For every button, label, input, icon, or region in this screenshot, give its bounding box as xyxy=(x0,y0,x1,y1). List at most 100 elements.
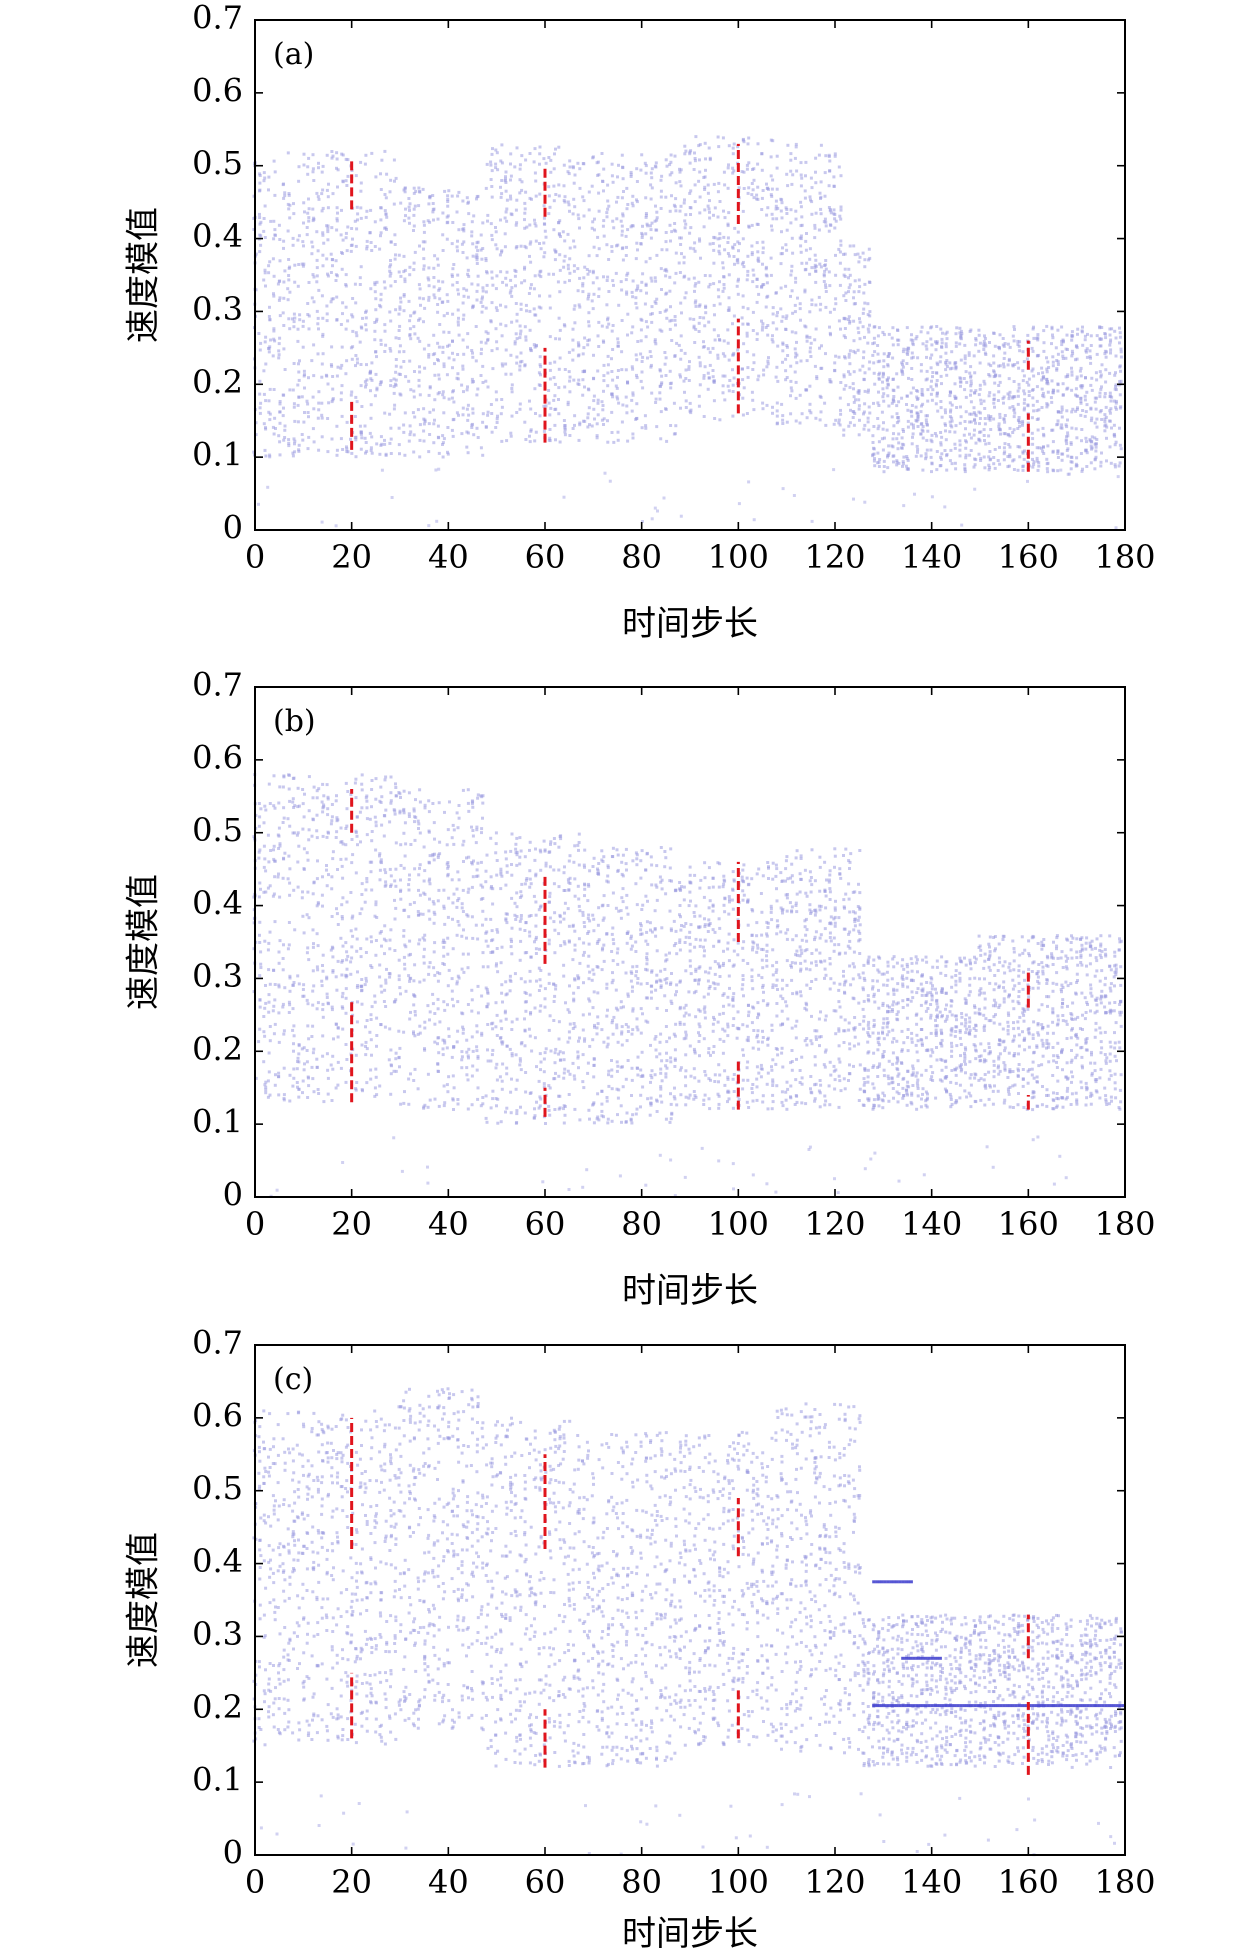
scatter-point-a-3381 xyxy=(992,397,996,401)
scatter-point-a-3805 xyxy=(1084,448,1088,452)
scatter-point-a-3612 xyxy=(1045,356,1048,360)
scatter-point-a-3108 xyxy=(935,384,938,388)
scatter-point-a-1089 xyxy=(489,319,493,323)
scatter-point-a-3365 xyxy=(987,455,991,459)
scatter-point-a-1175 xyxy=(509,212,513,216)
scatter-point-a-1984 xyxy=(688,161,692,165)
scatter-point-a-2361 xyxy=(769,155,773,159)
scatter-point-a-602 xyxy=(384,196,388,200)
scatter-point-b-539 xyxy=(369,1068,373,1072)
scatter-point-a-2571 xyxy=(814,211,818,215)
scatter-point-b-117 xyxy=(277,950,281,954)
scatter-point-a-3904 xyxy=(1110,426,1113,430)
scatter-point-a-1723 xyxy=(630,365,634,369)
scatter-point-a-366 xyxy=(331,397,335,401)
scatter-point-a-3775 xyxy=(1079,397,1083,400)
scatter-point-a-3146 xyxy=(943,422,947,426)
scatter-point-a-1183 xyxy=(509,152,513,156)
scatter-point-a-227 xyxy=(302,262,306,266)
scatter-point-a-2538 xyxy=(810,266,814,270)
scatter-point-a-1471 xyxy=(571,165,575,169)
scatter-point-a-2107 xyxy=(712,235,716,239)
scatter-point-a-322 xyxy=(320,209,324,213)
scatter-point-a-2272 xyxy=(751,368,755,371)
scatter-point-a-2817 xyxy=(873,464,877,468)
scatter-point-a-828 xyxy=(431,202,435,205)
scatter-point-a-2442 xyxy=(789,412,793,416)
scatter-point-a-1339 xyxy=(542,429,546,433)
scatter-point-a-2616 xyxy=(822,220,826,224)
scatter-point-a-2053 xyxy=(704,311,708,315)
scatter-point-a-635 xyxy=(389,240,393,244)
scatter-point-a-3420 xyxy=(1002,365,1006,369)
scatter-point-a-2810 xyxy=(868,256,872,260)
scatter-point-a-1342 xyxy=(548,413,552,417)
scatter-point-a-1697 xyxy=(625,207,629,211)
scatter-point-a-768 xyxy=(418,339,422,343)
scatter-point-a-1430 xyxy=(568,379,572,383)
scatter-point-b-605 xyxy=(384,883,388,887)
scatter-point-b-548 xyxy=(369,1038,373,1042)
scatter-point-a-1927 xyxy=(673,281,677,285)
scatter-point-a-930 xyxy=(456,249,459,253)
scatter-point-b-264 xyxy=(311,945,315,949)
scatter-point-a-1793 xyxy=(644,212,648,215)
scatter-point-a-1006 xyxy=(471,242,475,246)
scatter-point-b-136 xyxy=(282,1066,286,1070)
scatter-point-a-1889 xyxy=(663,351,667,354)
scatter-point-a-2873 xyxy=(882,465,886,468)
scatter-point-a-3544 xyxy=(1030,416,1034,420)
scatter-point-a-1056 xyxy=(486,385,490,389)
scatter-point-a-692 xyxy=(403,453,407,457)
scatter-point-a-3771 xyxy=(1080,386,1084,390)
scatter-point-a-241 xyxy=(303,386,306,390)
scatter-point-a-3575 xyxy=(1036,354,1040,358)
scatter-point-a-2443 xyxy=(789,169,793,173)
scatter-point-a-2295 xyxy=(756,258,760,262)
scatter-point-a-3172 xyxy=(949,408,953,412)
scatter-point-a-2465 xyxy=(793,303,797,307)
scatter-point-a-1057 xyxy=(484,330,488,334)
scatter-point-b-724 xyxy=(407,878,411,882)
scatter-point-a-1669 xyxy=(616,341,620,345)
scatter-point-a-3714 xyxy=(1064,347,1068,351)
scatter-point-a-2960 xyxy=(901,365,905,369)
scatter-point-a-404 xyxy=(340,251,343,254)
scatter-point-b-298 xyxy=(315,836,319,840)
scatter-point-a-297 xyxy=(316,352,320,356)
scatter-point-b-219 xyxy=(295,1067,299,1071)
scatter-point-a-1204 xyxy=(515,245,519,248)
scatter-point-a-769 xyxy=(418,370,422,374)
scatter-point-a-3778 xyxy=(1079,413,1083,417)
scatter-point-a-2839 xyxy=(877,390,880,394)
scatter-point-a-1581 xyxy=(596,398,600,402)
scatter-point-a-788 xyxy=(422,247,425,251)
scatter-point-b-782 xyxy=(423,938,427,942)
scatter-point-a-3984 xyxy=(1066,472,1070,476)
scatter-point-a-2045 xyxy=(699,256,702,260)
scatter-point-a-3429 xyxy=(1002,401,1005,405)
scatter-point-a-2447 xyxy=(789,221,793,225)
scatter-point-a-3634 xyxy=(1050,400,1054,404)
scatter-point-b-427 xyxy=(345,900,349,904)
scatter-point-a-42 xyxy=(258,174,262,177)
scatter-point-a-549 xyxy=(369,208,373,212)
scatter-point-a-3476 xyxy=(1017,366,1021,370)
scatter-point-a-3463 xyxy=(1011,396,1015,400)
scatter-point-a-755 xyxy=(417,204,421,208)
scatter-point-b-406 xyxy=(340,995,344,999)
scatter-point-a-1192 xyxy=(515,361,519,365)
scatter-point-a-1736 xyxy=(630,201,634,205)
scatter-point-a-1453 xyxy=(573,245,577,249)
scatter-point-a-3867 xyxy=(1098,344,1102,348)
scatter-point-a-2437 xyxy=(784,369,788,373)
scatter-point-a-2153 xyxy=(721,289,725,293)
scatter-point-a-1294 xyxy=(532,287,536,291)
scatter-point-a-106 xyxy=(272,327,276,331)
scatter-point-a-1435 xyxy=(566,403,570,407)
scatter-point-a-3881 xyxy=(1103,424,1107,428)
scatter-point-a-3375 xyxy=(992,361,996,365)
scatter-point-a-2569 xyxy=(814,269,818,273)
scatter-point-b-662 xyxy=(398,809,402,813)
scatter-point-a-2242 xyxy=(741,413,745,417)
